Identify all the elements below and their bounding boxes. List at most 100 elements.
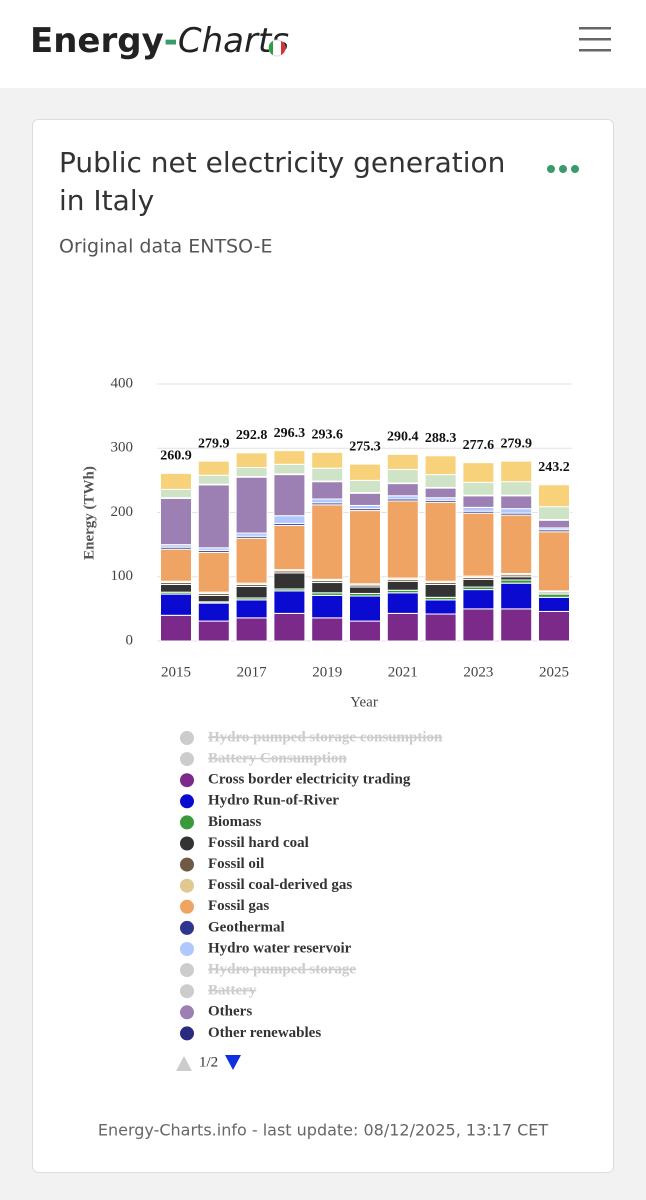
total-label: 279.9 xyxy=(500,436,532,451)
logo[interactable]: Energy-Charts xyxy=(30,21,289,61)
y-tick-label: 400 xyxy=(111,375,134,391)
logo-part: - xyxy=(164,21,178,61)
total-label: 293.6 xyxy=(311,428,343,443)
bar-segment xyxy=(538,519,570,529)
bar-segment xyxy=(273,450,306,465)
legend-marker xyxy=(180,878,194,893)
legend-marker xyxy=(180,984,194,999)
header-bar xyxy=(0,0,646,88)
bar-segment xyxy=(311,582,344,594)
y-tick-label: 200 xyxy=(111,504,134,520)
bar-segment xyxy=(349,595,381,622)
bar-segment xyxy=(235,467,268,478)
legend-marker xyxy=(180,815,194,830)
bar-segment xyxy=(273,474,306,517)
bar-segment xyxy=(235,476,268,534)
x-tick-label: 2015 xyxy=(161,664,191,680)
bar-segment xyxy=(386,592,419,614)
x-tick-label: 2025 xyxy=(539,664,569,680)
legend-label: Fossil oil xyxy=(208,856,264,872)
y-tick-label: 300 xyxy=(111,440,134,456)
bar-segment xyxy=(500,608,533,642)
total-label: 292.8 xyxy=(236,428,268,443)
legend-page-down[interactable] xyxy=(225,1055,241,1070)
x-tick-label: 2017 xyxy=(237,664,268,680)
bar-segment xyxy=(462,589,495,610)
bar-segment xyxy=(160,472,192,490)
bar-segment xyxy=(349,586,381,594)
bar-segment xyxy=(462,578,495,588)
bar-segment xyxy=(311,498,344,504)
bar-segment xyxy=(235,537,268,584)
legend-label: Battery xyxy=(208,983,257,999)
bar-segment xyxy=(160,497,192,546)
bar-segment xyxy=(386,612,419,642)
total-label: 277.6 xyxy=(463,438,495,453)
bar-segment xyxy=(349,492,381,506)
bar-segment xyxy=(386,500,419,579)
bar-segment xyxy=(273,524,306,571)
legend-label: Fossil coal-derived gas xyxy=(208,877,352,893)
bar-segment xyxy=(197,551,230,593)
bar-segment xyxy=(349,510,381,585)
bar-segment xyxy=(500,514,533,575)
chart-subtitle: Original data ENTSO-E xyxy=(59,236,272,258)
bar-segment xyxy=(273,590,306,614)
bar-segment xyxy=(311,617,344,642)
legend-marker xyxy=(180,1026,194,1041)
bar-segment xyxy=(235,617,268,642)
bar-segment xyxy=(538,596,570,612)
bar-segment xyxy=(424,613,457,642)
legend-label: Fossil hard coal xyxy=(208,835,309,851)
bar-segment xyxy=(386,468,419,484)
legend-label: Hydro pumped storage xyxy=(208,962,356,978)
legend-marker xyxy=(180,773,194,788)
footer: Energy-Charts.info - last update: 08/12/… xyxy=(98,1121,549,1140)
legend-marker xyxy=(180,836,194,851)
card xyxy=(32,119,614,1173)
legend-label: Hydro water reservoir xyxy=(208,940,352,956)
bar-segment xyxy=(424,501,457,582)
total-label: 288.3 xyxy=(425,431,457,446)
bar-segment xyxy=(311,481,344,500)
bar-segment xyxy=(538,531,570,592)
bar-segment xyxy=(235,452,268,469)
bar-segment xyxy=(197,620,230,642)
legend-marker xyxy=(180,731,194,745)
bar-segment xyxy=(386,580,419,591)
bar-segment xyxy=(424,487,457,499)
total-label: 260.9 xyxy=(160,449,192,464)
total-label: 275.3 xyxy=(349,439,381,454)
legend-marker xyxy=(180,942,194,956)
bar-segment xyxy=(197,474,230,485)
legend-marker xyxy=(180,920,194,935)
legend-marker xyxy=(180,857,194,872)
legend-marker xyxy=(180,794,194,809)
bar-segment xyxy=(500,481,533,496)
bar-segment xyxy=(424,474,457,488)
y-tick-label: 0 xyxy=(126,632,134,648)
legend-marker xyxy=(180,752,194,767)
bar-segment xyxy=(386,453,419,470)
legend-label: Geothermal xyxy=(208,919,285,935)
total-label: 290.4 xyxy=(387,430,419,445)
bar-segment xyxy=(311,467,344,482)
bar-segment xyxy=(235,585,268,599)
bar-segment xyxy=(273,612,306,642)
legend-label: Fossil gas xyxy=(208,898,269,914)
bar-segment xyxy=(197,484,230,549)
bar-segment xyxy=(160,488,192,499)
flag xyxy=(268,39,286,57)
bar-segment xyxy=(349,463,381,481)
legend-label: Others xyxy=(208,1004,252,1020)
legend-page-up xyxy=(176,1056,192,1071)
more-button[interactable] xyxy=(547,165,579,173)
bar-segment xyxy=(235,599,268,619)
y-axis-label: Energy (TWh) xyxy=(81,466,97,560)
legend-marker xyxy=(180,899,194,914)
bar-segment xyxy=(500,460,533,483)
total-label: 243.2 xyxy=(538,460,570,475)
menu-button[interactable] xyxy=(579,27,611,52)
bar-segment xyxy=(462,506,495,512)
bar-segment xyxy=(386,483,419,497)
